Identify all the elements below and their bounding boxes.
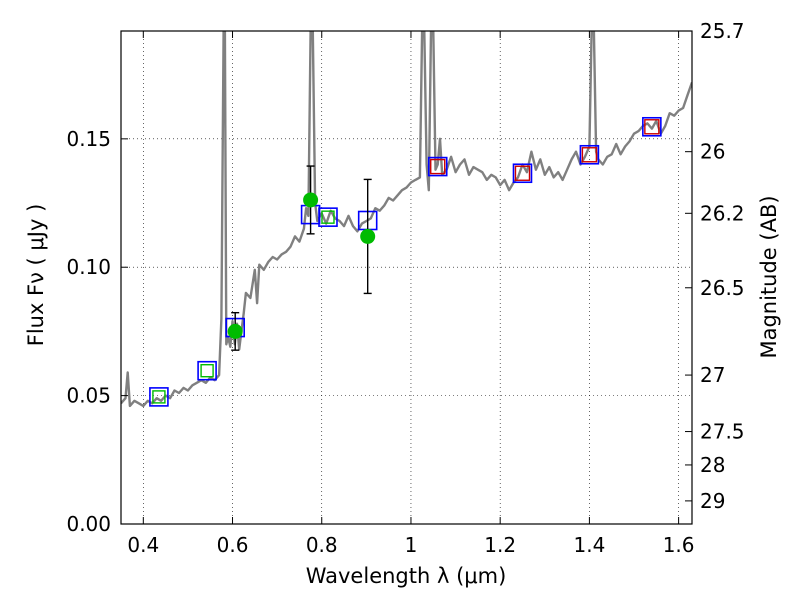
- model-photometry-marker: [318, 207, 338, 227]
- red-square-marker: [581, 147, 598, 163]
- red-square-marker: [430, 158, 446, 175]
- x-tick-label: 0.6: [217, 533, 249, 557]
- right-tick-label: 27.5: [700, 420, 745, 444]
- x-axis-title: Wavelength λ (μm): [306, 564, 507, 588]
- markers: [149, 116, 662, 407]
- y-tick-label: 0.10: [66, 255, 111, 279]
- red-square-marker: [644, 119, 660, 135]
- y-axis-title: Flux Fν ( μJy ): [24, 204, 48, 347]
- green-square-marker: [200, 364, 214, 378]
- right-tick-label: 27: [700, 363, 725, 387]
- model-photometry-marker: [149, 387, 169, 407]
- right-tick-label: 28: [700, 453, 725, 477]
- model-photometry-marker: [512, 163, 533, 184]
- right-tick-label: 29: [700, 489, 725, 513]
- model-photometry-marker: [642, 116, 662, 137]
- x-tick-label: 1.4: [573, 533, 605, 557]
- y-tick-label: 0.00: [66, 512, 111, 536]
- spectrum-line: [121, 31, 692, 408]
- right-y-axis-title: Magnitude (AB): [757, 195, 781, 358]
- right-tick-label: 26: [700, 140, 725, 164]
- axes: 0.4 0.6 0.8 1 1.2 1.4 1.6 0.00 0.05 0.10 0.15 25.7 2…: [66, 19, 744, 557]
- observed-point: [303, 192, 319, 208]
- right-tick-label: 26.2: [700, 201, 745, 225]
- y-tick-label: 0.15: [66, 127, 111, 151]
- model-photometry-marker: [427, 156, 448, 177]
- x-tick-label: 1: [405, 533, 418, 557]
- plot-frame: [120, 30, 693, 525]
- x-tick-label: 1.2: [484, 533, 516, 557]
- observed-point: [360, 228, 376, 244]
- observed-point: [227, 323, 243, 339]
- x-tick-label: 1.6: [663, 533, 695, 557]
- red-square-marker: [514, 165, 531, 181]
- green-square-marker: [152, 390, 166, 404]
- x-tick-label: 0.4: [127, 533, 159, 557]
- green-square-marker: [321, 210, 335, 224]
- model-photometry-marker: [197, 360, 217, 381]
- model-spectrum: [121, 31, 692, 408]
- model-photometry-marker: [579, 144, 600, 165]
- right-tick-label: 25.7: [700, 19, 745, 43]
- right-tick-label: 26.5: [700, 276, 745, 300]
- x-tick-label: 0.8: [306, 533, 338, 557]
- y-tick-label: 0.05: [66, 384, 111, 408]
